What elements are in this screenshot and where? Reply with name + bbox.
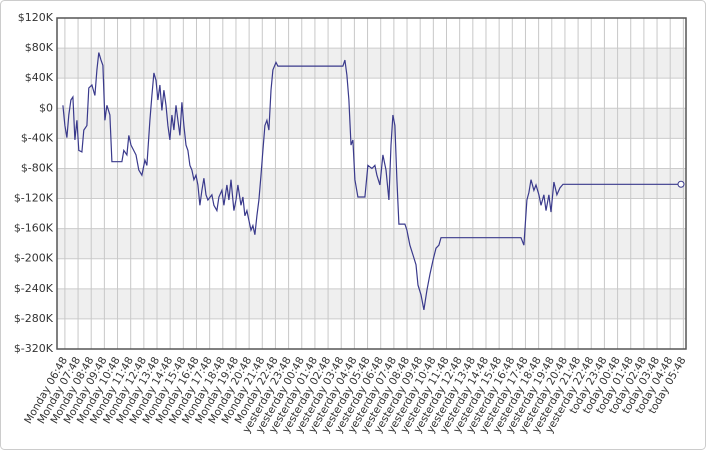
y-tick-label: $120K [18, 11, 54, 24]
band [57, 198, 686, 229]
y-tick-label: $-120K [14, 192, 54, 205]
band [57, 108, 686, 139]
y-tick-label: $0 [39, 101, 53, 114]
y-tick-label: $-200K [14, 252, 54, 265]
band [57, 288, 686, 319]
y-tick-label: $-40K [21, 131, 54, 144]
y-tick-label: $-280K [14, 312, 54, 325]
y-tick-label: $-160K [14, 222, 54, 235]
band [57, 18, 686, 49]
background [57, 18, 686, 349]
y-tick-label: $-80K [21, 161, 54, 174]
band [57, 168, 686, 199]
band [57, 228, 686, 259]
y-tick-label: $-320K [14, 342, 54, 355]
y-tick-label: $-240K [14, 282, 54, 295]
band [57, 48, 686, 79]
plot-border [56, 17, 687, 350]
series-line [62, 52, 681, 311]
y-tick-label: $80K [25, 41, 54, 54]
band [57, 138, 686, 169]
band [57, 258, 686, 289]
end-marker [677, 180, 685, 188]
y-tick-label: $40K [25, 71, 54, 84]
band [57, 318, 686, 349]
